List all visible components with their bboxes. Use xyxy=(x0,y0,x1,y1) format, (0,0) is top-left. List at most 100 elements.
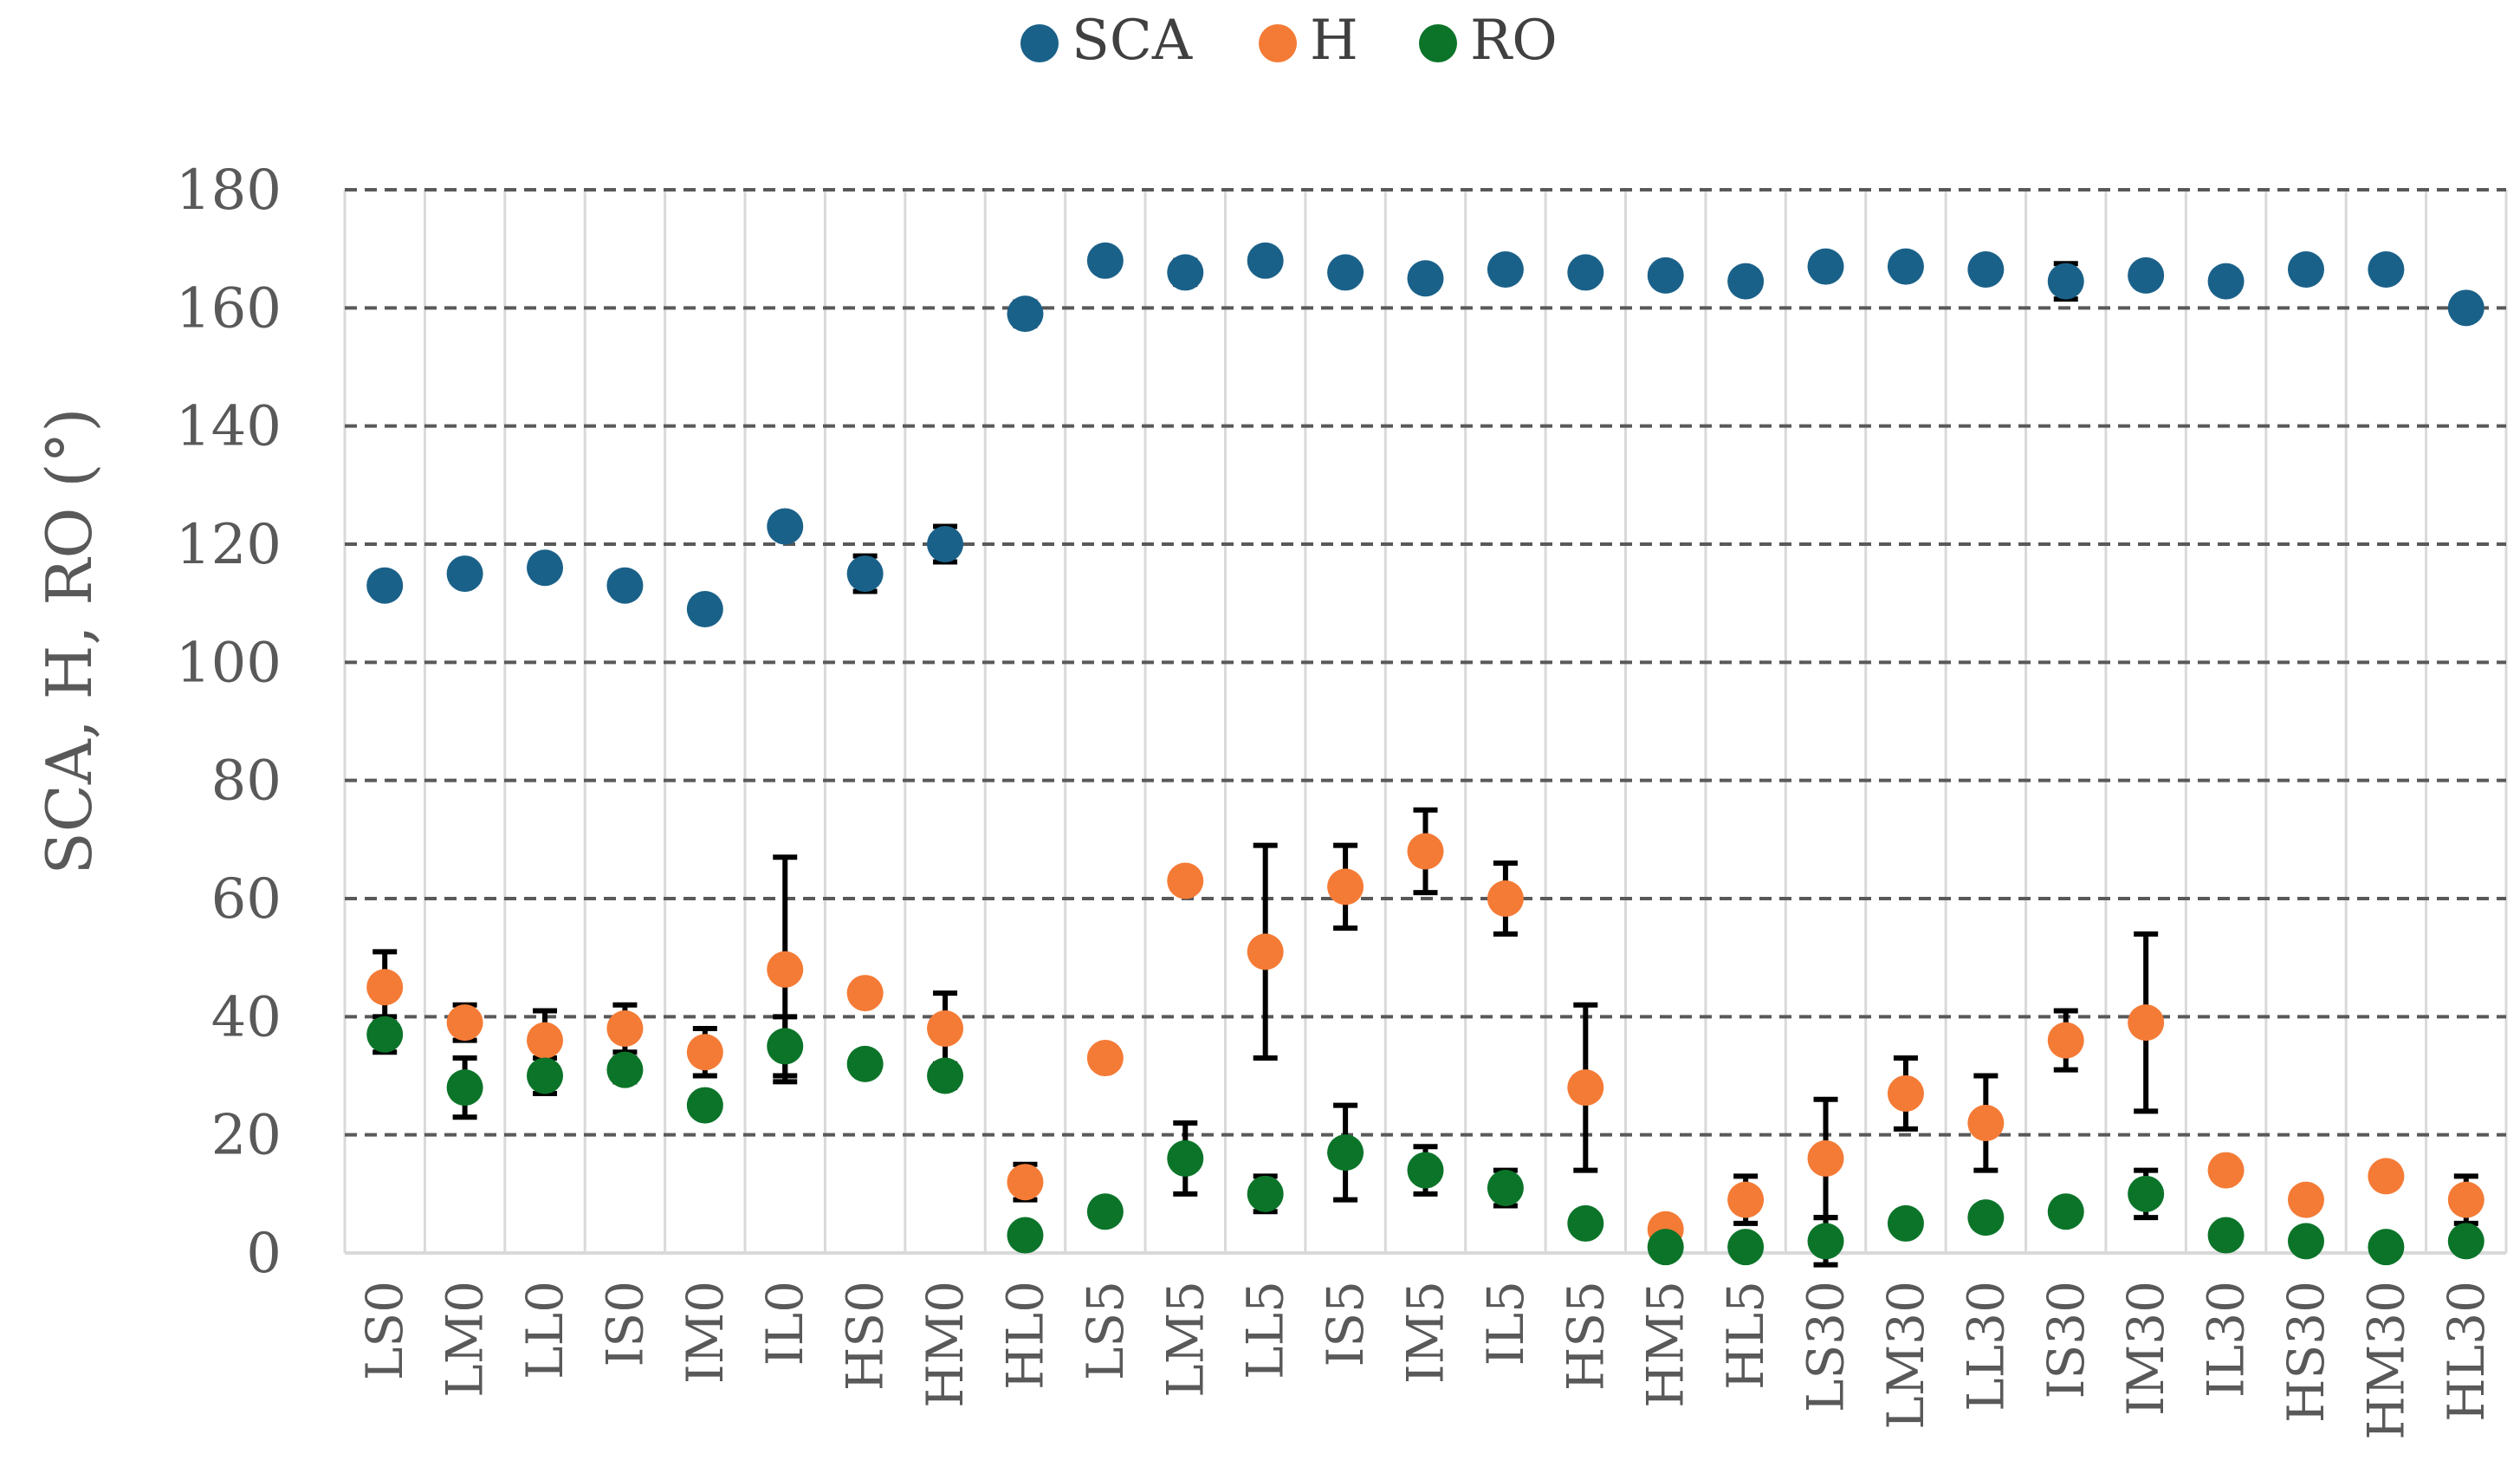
point-ro xyxy=(767,1028,804,1065)
x-tick-labels: LS0 LM0 LL0 IS0 IM0 IL0 HS0 HM0 HL0 LS5 LM5 LL5 IS5 I… xyxy=(355,1281,2496,1440)
y-tick-label: 160 xyxy=(176,276,282,341)
x-tick-label: HL0 xyxy=(995,1281,1054,1390)
point-ro xyxy=(1327,1134,1364,1172)
point-ro xyxy=(1647,1229,1684,1266)
point-sca xyxy=(2128,256,2165,294)
point-h xyxy=(1007,1164,1044,1201)
data-points xyxy=(366,242,2484,1266)
x-tick-label: HM30 xyxy=(2356,1281,2415,1440)
point-sca xyxy=(2047,263,2084,300)
point-ro xyxy=(686,1087,723,1124)
point-sca xyxy=(1887,248,1924,285)
x-tick-label: IM30 xyxy=(2116,1281,2175,1416)
legend-marker-h xyxy=(1259,24,1297,62)
point-ro xyxy=(1167,1139,1204,1177)
point-h xyxy=(1247,933,1284,970)
legend-marker-ro xyxy=(1419,24,1457,62)
x-tick-label: HL30 xyxy=(2437,1281,2496,1422)
x-tick-label: LS5 xyxy=(1076,1281,1135,1380)
point-h xyxy=(1887,1074,1924,1112)
point-ro xyxy=(2368,1229,2405,1266)
point-sca xyxy=(1407,260,1444,297)
x-tick-label: IL30 xyxy=(2197,1281,2256,1398)
point-sca xyxy=(767,508,804,545)
y-axis-label: SCA, H, RO (°) xyxy=(33,407,106,874)
point-h xyxy=(606,1009,644,1047)
x-tick-label: HS0 xyxy=(836,1281,895,1391)
point-sca xyxy=(527,549,564,587)
point-h xyxy=(2287,1181,2324,1218)
x-tick-label: LM5 xyxy=(1156,1281,1215,1398)
x-tick-label: HM0 xyxy=(916,1281,975,1408)
legend-label-ro: RO xyxy=(1470,9,1558,73)
point-h xyxy=(846,975,884,1012)
point-h xyxy=(2368,1158,2405,1195)
x-tick-label: HM5 xyxy=(1636,1281,1695,1408)
point-h xyxy=(927,1009,964,1047)
point-ro xyxy=(1887,1204,1924,1242)
point-h xyxy=(527,1022,564,1059)
point-ro xyxy=(366,1016,404,1053)
point-ro xyxy=(527,1057,564,1094)
point-h xyxy=(1567,1069,1604,1107)
point-sca xyxy=(2287,251,2324,289)
x-tick-label: IL5 xyxy=(1476,1281,1535,1366)
point-sca xyxy=(1007,295,1044,333)
legend-label-h: H xyxy=(1310,9,1358,73)
legend-marker-sca xyxy=(1020,24,1059,62)
point-h xyxy=(2447,1181,2484,1218)
x-tick-label: LL5 xyxy=(1236,1281,1295,1379)
point-sca xyxy=(1086,242,1124,279)
x-tick-label: IS5 xyxy=(1316,1281,1375,1367)
x-tick-label: HS30 xyxy=(2277,1281,2335,1423)
y-tick-label: 140 xyxy=(176,395,282,459)
y-tick-label: 20 xyxy=(211,1104,282,1168)
legend: SCA H RO xyxy=(1020,9,1558,73)
point-h xyxy=(446,1004,483,1042)
point-ro xyxy=(1727,1229,1765,1266)
point-sca xyxy=(1167,254,1204,291)
point-h xyxy=(1807,1139,1844,1177)
point-sca xyxy=(1807,248,1844,285)
point-sca xyxy=(1967,251,2005,289)
legend-label-sca: SCA xyxy=(1072,9,1193,73)
y-tick-label: 100 xyxy=(176,631,282,695)
point-h xyxy=(2207,1152,2245,1189)
y-tick-label: 0 xyxy=(246,1222,282,1286)
y-tick-label: 120 xyxy=(176,513,282,577)
point-h xyxy=(1727,1181,1765,1218)
point-ro xyxy=(2207,1217,2245,1254)
point-sca xyxy=(1247,242,1284,279)
point-h xyxy=(1407,833,1444,870)
point-sca xyxy=(1647,256,1684,294)
point-sca xyxy=(1487,251,1524,289)
point-h xyxy=(1167,862,1204,899)
point-sca xyxy=(606,567,644,604)
point-sca xyxy=(2368,251,2405,289)
point-sca xyxy=(366,567,404,604)
point-sca xyxy=(1727,263,1765,300)
point-sca xyxy=(1567,254,1604,291)
x-tick-label: HL5 xyxy=(1716,1281,1775,1390)
point-sca xyxy=(446,555,483,593)
x-tick-label: IM5 xyxy=(1396,1281,1455,1384)
x-tick-label: LM30 xyxy=(1876,1281,1935,1430)
point-ro xyxy=(446,1069,483,1107)
point-h xyxy=(2047,1022,2084,1059)
point-sca xyxy=(846,555,884,593)
point-ro xyxy=(2128,1175,2165,1212)
y-tick-labels: 0 20 40 60 80 100 120 140 160 180 xyxy=(176,159,282,1286)
point-sca xyxy=(686,590,723,627)
x-tick-label: LL30 xyxy=(1956,1281,2015,1412)
y-tick-label: 180 xyxy=(176,159,282,223)
x-tick-label: IM0 xyxy=(676,1281,735,1384)
x-tick-label: HS5 xyxy=(1556,1281,1615,1391)
point-ro xyxy=(927,1057,964,1094)
x-tick-label: IL0 xyxy=(755,1281,814,1366)
point-h xyxy=(1487,880,1524,917)
x-tick-label: LL0 xyxy=(515,1281,574,1379)
point-ro xyxy=(1487,1170,1524,1207)
point-sca xyxy=(1327,254,1364,291)
point-ro xyxy=(1407,1152,1444,1189)
